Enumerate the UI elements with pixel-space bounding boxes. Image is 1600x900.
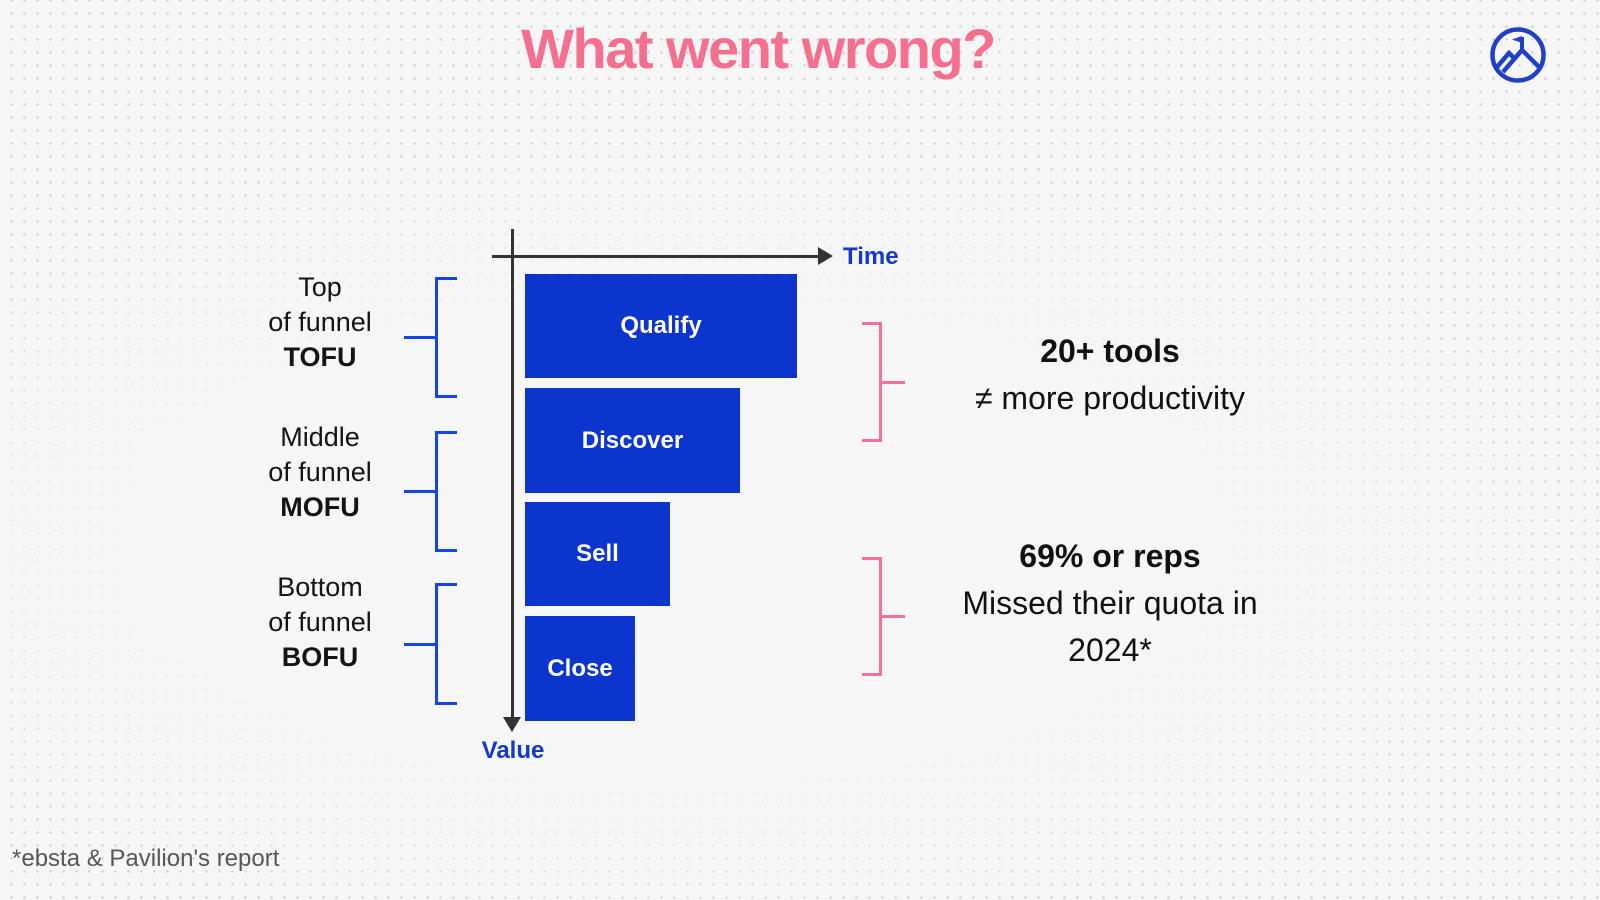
annotation-tools-headline: 20+ tools xyxy=(1040,333,1180,369)
annotation-tools-line: ≠ more productivity xyxy=(974,380,1246,416)
annotation-quota-line: 2024* xyxy=(1068,632,1152,668)
bofu-bracket xyxy=(404,583,457,705)
value-axis-line xyxy=(511,229,514,718)
tofu-bracket xyxy=(404,277,457,398)
tools-annotation-bracket xyxy=(862,322,905,442)
annotation-tools: 20+ tools ≠ more productivity xyxy=(920,328,1300,422)
time-axis-arrowhead-icon xyxy=(818,247,833,265)
group-acronym: TOFU xyxy=(283,342,357,372)
funnel-bar-close: Close xyxy=(525,616,635,721)
mountain-flag-logo-icon xyxy=(1489,26,1547,84)
time-axis-line xyxy=(492,255,818,258)
funnel-bar-label: Sell xyxy=(576,540,619,567)
mofu-bracket xyxy=(404,431,457,552)
source-footnote: *ebsta & Pavilion's report xyxy=(12,845,280,872)
annotation-quota-headline: 69% or reps xyxy=(1019,538,1201,574)
funnel-bar-label: Discover xyxy=(581,426,684,454)
group-acronym: MOFU xyxy=(280,492,360,522)
funnel-bar-label: Qualify xyxy=(620,312,702,339)
group-line: Bottom xyxy=(277,572,363,602)
funnel-group-label-bofu: Bottom of funnel BOFU xyxy=(240,570,400,675)
quota-annotation-bracket xyxy=(862,557,905,676)
funnel-bar-sell: Sell xyxy=(525,502,670,606)
funnel-bar-discover: Discover xyxy=(525,388,740,493)
group-line: Middle xyxy=(280,422,360,452)
funnel-group-label-tofu: Top of funnel TOFU xyxy=(240,270,400,375)
time-axis-label: Time xyxy=(843,243,899,270)
group-line: of funnel xyxy=(268,307,372,337)
annotation-quota: 69% or reps Missed their quota in 2024* xyxy=(920,533,1300,674)
group-line: of funnel xyxy=(268,607,372,637)
tools-bracket-tick xyxy=(882,380,905,384)
value-axis-label: Value xyxy=(481,737,545,764)
quota-bracket-tick xyxy=(882,615,905,618)
slide-title: What went wrong? xyxy=(521,17,996,80)
funnel-bar-label: Close xyxy=(547,654,613,682)
funnel-bar-qualify: Qualify xyxy=(525,274,797,378)
group-line: Top xyxy=(298,272,342,302)
mofu-bracket-tick xyxy=(404,490,435,493)
tofu-bracket-tick xyxy=(404,336,435,339)
group-line: of funnel xyxy=(268,457,372,487)
funnel-group-label-mofu: Middle of funnel MOFU xyxy=(240,420,400,525)
annotation-quota-line: Missed their quota in xyxy=(962,585,1258,621)
value-axis-arrowhead-icon xyxy=(503,717,521,732)
group-acronym: BOFU xyxy=(281,642,359,672)
bofu-bracket-tick xyxy=(404,642,435,646)
